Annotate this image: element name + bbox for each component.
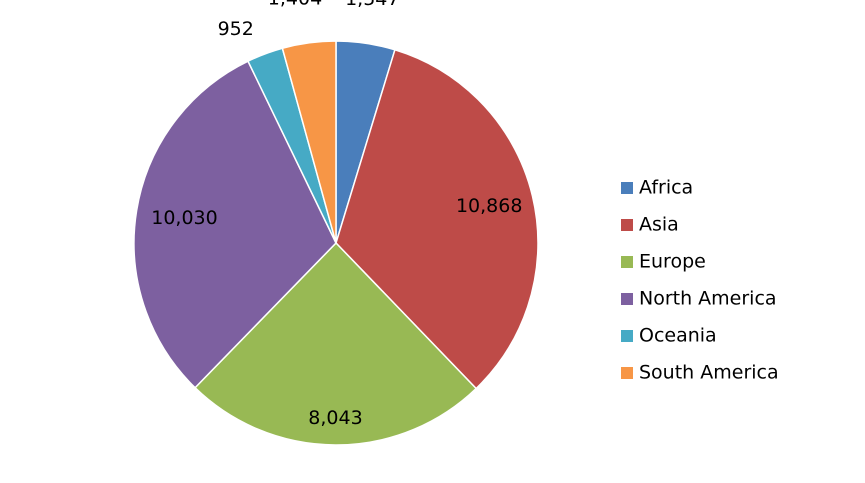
data-label-africa: 1,547 <box>345 0 399 10</box>
legend: Africa Asia Europe North America Oceania Sout… <box>621 177 779 384</box>
data-label-asia: 10,868 <box>456 195 522 217</box>
legend-label-europe: Europe <box>639 251 706 273</box>
legend-label-south-america: South America <box>639 362 779 384</box>
data-label-europe: 8,043 <box>308 407 362 429</box>
legend-swatch-oceania <box>621 330 633 342</box>
legend-label-asia: Asia <box>639 214 679 236</box>
legend-swatch-africa <box>621 182 633 194</box>
pie-slice-north-america <box>133 60 337 389</box>
legend-label-oceania: Oceania <box>639 325 717 347</box>
legend-label-africa: Africa <box>639 177 693 199</box>
legend-swatch-north-america <box>621 293 633 305</box>
pie-slice-south-america <box>281 40 337 244</box>
legend-swatch-asia <box>621 219 633 231</box>
legend-label-north-america: North America <box>639 288 777 310</box>
data-label-south-america: 1,404 <box>268 0 322 9</box>
pie-slices <box>133 40 539 446</box>
data-labels: 1,547 10,868 8,043 10,030 952 1,404 <box>151 0 522 429</box>
legend-swatch-south-america <box>621 367 633 379</box>
data-label-north-america: 10,030 <box>151 207 217 229</box>
pie-slice-europe <box>194 241 478 446</box>
data-label-oceania: 952 <box>218 18 254 40</box>
legend-swatch-europe <box>621 256 633 268</box>
pie-slice-asia <box>335 48 539 390</box>
